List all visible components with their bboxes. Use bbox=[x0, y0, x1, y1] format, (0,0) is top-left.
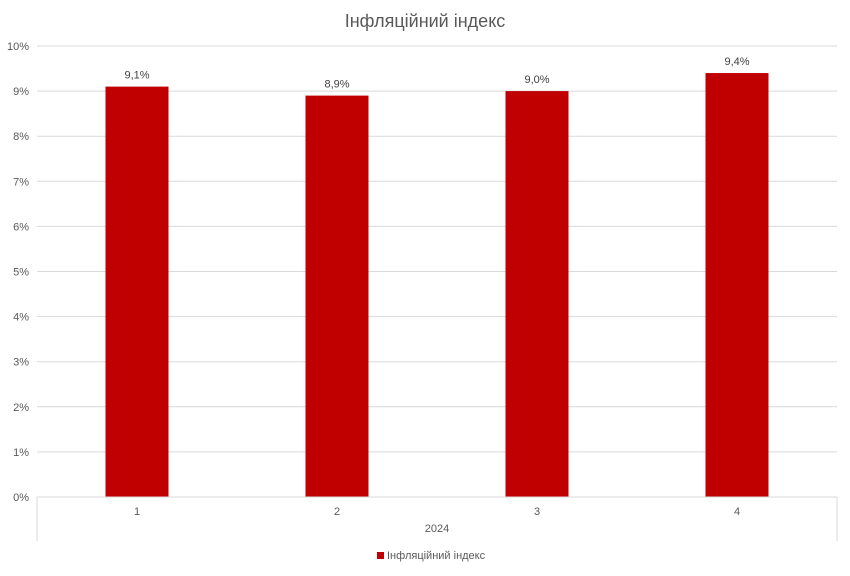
legend-swatch bbox=[377, 552, 384, 559]
x-axis: 1 2 3 4 bbox=[36, 496, 838, 541]
y-tick-label: 0% bbox=[13, 492, 29, 504]
bar bbox=[305, 95, 369, 498]
data-label: 9,4% bbox=[724, 56, 749, 68]
y-tick-label: 5% bbox=[13, 267, 29, 279]
x-tick-label: 4 bbox=[734, 506, 740, 518]
chart-title: Інфляційний індекс bbox=[345, 11, 506, 31]
data-label: 9,1% bbox=[124, 70, 149, 82]
data-label: 8,9% bbox=[324, 79, 349, 91]
bar bbox=[105, 86, 169, 497]
bar bbox=[505, 91, 569, 497]
y-axis-tick-labels: 0% 1% 2% 3% 4% 5% 6% 7% 8% 9% 10% bbox=[7, 41, 29, 504]
x-tick-label: 1 bbox=[134, 506, 140, 518]
x-axis-group-label: 2024 bbox=[425, 523, 449, 535]
x-tick-label: 2 bbox=[334, 506, 340, 518]
y-tick-label: 6% bbox=[13, 221, 29, 233]
data-label: 9,0% bbox=[524, 74, 549, 86]
bar bbox=[705, 73, 769, 497]
x-tick-label: 3 bbox=[534, 506, 540, 518]
gridlines bbox=[37, 45, 837, 453]
y-tick-label: 10% bbox=[7, 41, 29, 53]
data-labels: 9,1% 8,9% 9,0% 9,4% bbox=[124, 56, 749, 91]
y-tick-label: 8% bbox=[13, 131, 29, 143]
y-tick-label: 2% bbox=[13, 402, 29, 414]
bars bbox=[105, 73, 769, 498]
y-tick-label: 4% bbox=[13, 312, 29, 324]
y-tick-label: 3% bbox=[13, 357, 29, 369]
legend: Інфляційний індекс bbox=[377, 550, 486, 562]
y-tick-label: 9% bbox=[13, 86, 29, 98]
legend-label: Інфляційний індекс bbox=[387, 550, 486, 562]
y-tick-label: 1% bbox=[13, 447, 29, 459]
y-tick-label: 7% bbox=[13, 176, 29, 188]
